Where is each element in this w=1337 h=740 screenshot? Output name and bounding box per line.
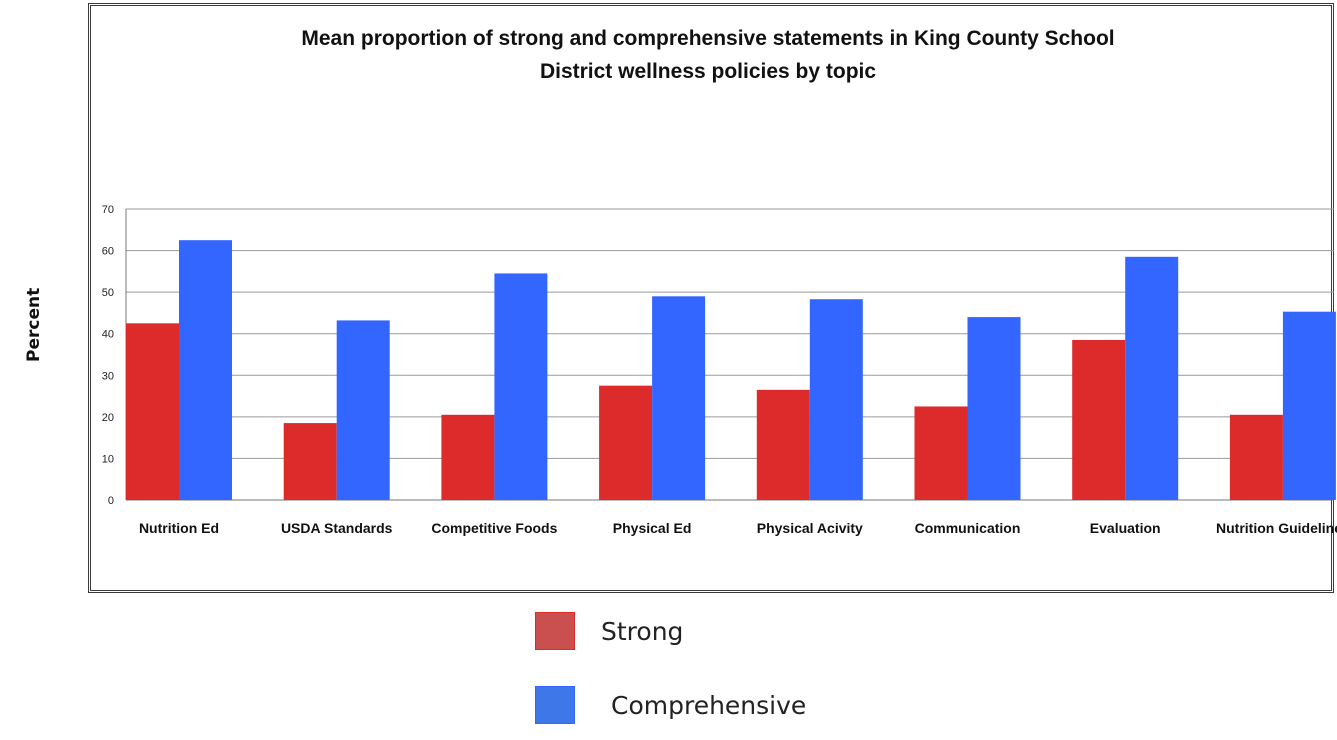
bar-strong xyxy=(126,323,179,500)
chart-title-line-2: District wellness policies by topic xyxy=(540,60,876,83)
bar-chart: 0 10 20 30 40 50 60 70 Nutrition Ed USDA Standar… xyxy=(102,27,1337,536)
bar-strong xyxy=(1072,339,1126,500)
bar-comprehensive xyxy=(809,299,863,500)
x-tick-label: Competitive Foods xyxy=(431,520,557,536)
x-tick-label: Physical Acivity xyxy=(757,520,863,536)
bar-strong xyxy=(756,389,810,500)
legend-label-strong: Strong xyxy=(601,616,684,646)
chart-title-line-1: Mean proportion of strong and comprehens… xyxy=(301,27,1114,50)
legend-swatch-comprehensive xyxy=(535,686,575,724)
y-tick-label: 50 xyxy=(102,287,114,299)
x-tick-label: Nutrition Ed xyxy=(139,520,219,536)
bars xyxy=(126,240,1336,500)
bar-strong xyxy=(1229,414,1283,500)
bar-strong xyxy=(914,406,968,500)
bar-comprehensive xyxy=(967,317,1021,500)
x-tick-labels: Nutrition Ed USDA Standards Competitive Fo… xyxy=(139,520,1337,536)
x-tick-label: Evaluation xyxy=(1090,520,1161,536)
y-tick-label: 60 xyxy=(102,246,114,258)
y-tick-label: 40 xyxy=(102,329,114,341)
y-tick-label: 30 xyxy=(102,370,114,382)
legend-label-comprehensive: Comprehensive xyxy=(611,690,807,720)
legend-swatch-strong xyxy=(535,612,575,650)
legend-item-strong: Strong xyxy=(535,612,683,650)
x-tick-label: USDA Standards xyxy=(281,520,393,536)
bar-comprehensive xyxy=(179,240,232,500)
bar-strong xyxy=(283,423,337,500)
bar-strong xyxy=(599,385,653,500)
bar-comprehensive xyxy=(1282,311,1336,500)
bar-comprehensive xyxy=(336,320,390,500)
y-tick-labels: 0 10 20 30 40 50 60 70 xyxy=(102,204,114,507)
x-tick-label: Physical Ed xyxy=(613,520,692,536)
bar-comprehensive xyxy=(652,296,706,500)
x-tick-label: Nutrition Guidelines xyxy=(1216,520,1337,536)
bar-comprehensive xyxy=(1125,256,1179,500)
bar-strong xyxy=(441,414,495,500)
y-tick-label: 10 xyxy=(102,453,114,465)
y-axis-label: Percent xyxy=(24,287,44,362)
bar-comprehensive xyxy=(494,273,548,500)
x-tick-label: Communication xyxy=(915,520,1021,536)
y-tick-label: 20 xyxy=(102,412,114,424)
legend-item-comprehensive: Comprehensive xyxy=(535,686,806,724)
y-tick-label: 0 xyxy=(108,495,114,507)
y-tick-label: 70 xyxy=(102,204,114,216)
